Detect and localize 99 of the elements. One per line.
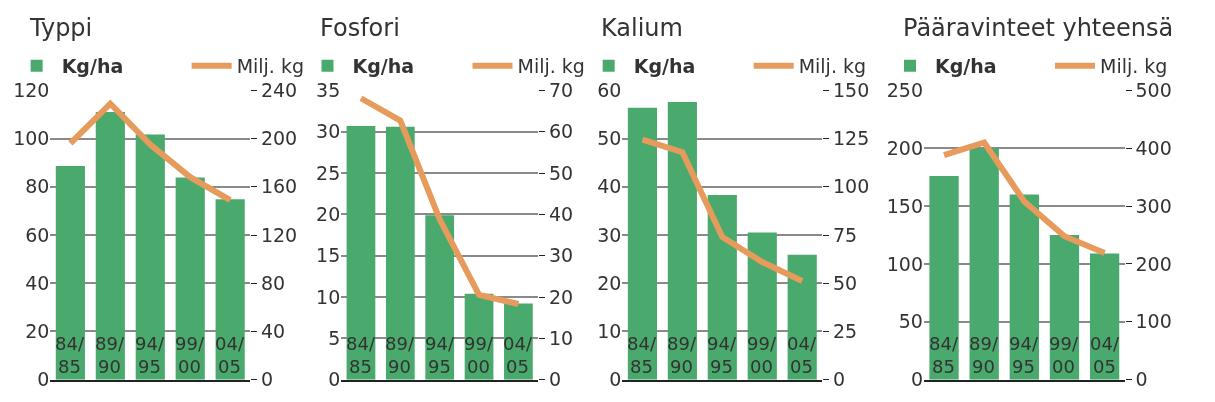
bar [175,177,205,380]
y-tick-label: 250 [886,79,923,102]
x-tick-label: 89/90 [667,333,697,378]
y2-tick-label: 0 [832,368,846,391]
x-tick-label: 94/95 [1009,333,1039,378]
bar [55,166,85,380]
x-tick-label: 94/95 [707,333,737,378]
y2-tick-label: 100 [1135,310,1172,333]
x-tick-label: 99/00 [464,333,494,378]
y-tick-label: 30 [316,120,341,143]
x-tick-label: 84/85 [627,333,657,378]
y2-tick-label: 70 [548,79,574,102]
bar [969,148,999,380]
y2-tick-label: 240 [260,79,298,102]
y-tick-label: 35 [316,79,341,102]
y2-tick-label: 0 [548,368,561,391]
legend-label: Kg/ha [935,55,997,78]
legend-label: Kg/ha [633,55,696,78]
x-tick-label: 99/00 [747,333,777,378]
y2-tick-label: 150 [832,79,870,102]
chart-title: Pääravinteet yhteensä [903,14,1174,42]
y-tick-label: 15 [316,244,341,267]
bar [627,107,657,380]
y2-tick-label: 50 [548,161,574,184]
y-tick-label: 60 [25,223,50,246]
legend-label: Milj. kg [1100,55,1168,78]
y2-tick-label: 200 [260,127,298,150]
y-tick-label: 0 [328,368,341,391]
x-tick-label: 84/85 [929,333,959,378]
y-tick-label: 30 [597,223,622,246]
x-tick-label: 94/95 [135,333,165,378]
y2-tick-label: 40 [260,320,286,343]
bar [215,199,245,380]
x-tick-label: 04/05 [215,333,245,378]
bar [95,112,125,380]
y2-tick-label: 500 [1135,79,1172,102]
y2-tick-label: 0 [260,368,274,391]
y-tick-label: 100 [13,127,50,150]
y2-tick-label: 400 [1135,136,1172,159]
y-tick-label: 0 [609,368,622,391]
bar [135,134,165,380]
x-tick-label: 89/90 [969,333,999,378]
y-tick-label: 100 [886,252,923,275]
y2-tick-label: 160 [260,175,298,198]
y-tick-label: 20 [597,271,622,294]
x-tick-label: 84/85 [55,333,85,378]
y-tick-label: 10 [597,320,622,343]
y-tick-label: 120 [13,79,50,102]
y2-tick-label: 40 [548,203,574,226]
y-tick-label: 50 [898,310,923,333]
y-tick-label: 20 [316,203,341,226]
bar [667,101,697,380]
y2-tick-label: 80 [260,271,286,294]
x-tick-label: 84/85 [346,333,376,378]
bar [346,125,376,380]
y2-tick-label: 125 [832,127,870,150]
y-tick-label: 60 [597,79,622,102]
y-tick-label: 40 [597,175,622,198]
x-tick-label: 89/90 [385,333,415,378]
y-tick-label: 150 [886,194,923,217]
legend-label: Kg/ha [61,55,124,78]
y2-tick-label: 200 [1135,252,1172,275]
y-tick-label: 5 [328,326,341,349]
x-tick-label: 04/05 [787,333,817,378]
legend-label: Milj. kg [236,55,305,78]
y2-tick-label: 60 [548,120,574,143]
y2-tick-label: 0 [1135,368,1148,391]
y-tick-label: 80 [25,175,50,198]
chart-title: Typpi [29,14,93,42]
y-tick-label: 50 [597,127,622,150]
y-tick-label: 20 [25,320,50,343]
y2-tick-label: 100 [832,175,870,198]
x-tick-label: 04/05 [503,333,533,378]
legend-label: Milj. kg [517,55,585,78]
x-tick-label: 04/05 [1090,333,1120,378]
bar [385,126,415,380]
y2-tick-label: 10 [548,326,574,349]
y2-tick-label: 20 [548,285,574,308]
y-tick-label: 0 [37,368,50,391]
y2-tick-label: 300 [1135,194,1172,217]
y-tick-label: 200 [886,136,923,159]
y2-tick-label: 50 [832,271,858,294]
legend-label: Milj. kg [798,55,867,78]
y2-tick-label: 30 [548,244,574,267]
legend-label: Kg/ha [352,55,415,78]
y2-tick-label: 75 [832,223,858,246]
y-tick-label: 25 [316,161,341,184]
x-tick-label: 99/00 [175,333,205,378]
y-tick-label: 0 [910,368,923,391]
y2-tick-label: 25 [832,320,858,343]
x-tick-label: 99/00 [1049,333,1079,378]
x-tick-label: 94/95 [425,333,455,378]
y2-tick-label: 120 [260,223,298,246]
bar [929,176,959,380]
chart-title: Kalium [601,14,683,42]
y-tick-label: 40 [25,271,50,294]
x-tick-label: 89/90 [95,333,125,378]
chart-title: Fosfori [320,14,400,42]
y-tick-label: 10 [316,285,341,308]
